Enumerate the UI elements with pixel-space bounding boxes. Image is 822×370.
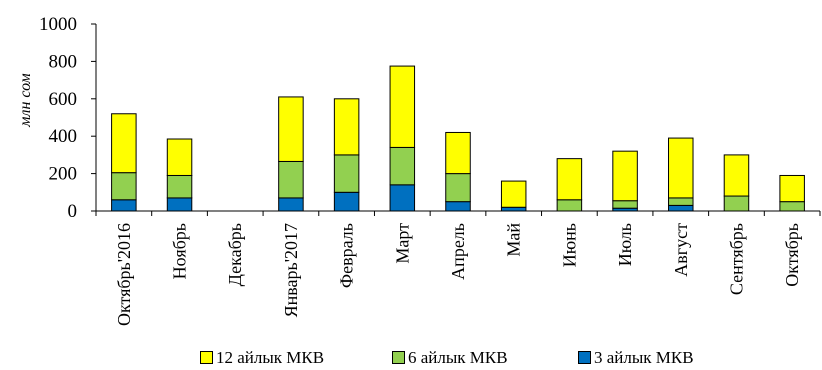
bar-3-month-7: [500, 206, 527, 212]
x-tick-label-11: Сентябрь: [726, 223, 746, 295]
bar-12-month-8: [556, 158, 583, 201]
y-tick-label-4: 800: [49, 51, 78, 72]
bar-3-month-5: [389, 184, 416, 212]
x-axis-tick-labels: Октябрь'2016 Ноябрь Декабрь Январь'2017 Февр…: [114, 223, 802, 326]
bar-12-month-12: [779, 174, 805, 203]
x-tick-label-6: Апрель: [448, 223, 468, 280]
bar-3-month-6: [445, 201, 471, 212]
legend-label-6-month: 6 айлык МКВ: [408, 348, 508, 367]
bar-12-month-9: [612, 150, 638, 202]
y-axis-ticks: [91, 23, 821, 216]
legend-label-3-month: 3 айлык МКВ: [594, 348, 694, 367]
legend-swatch-6-month: [392, 351, 405, 364]
legend: 12 айлык МКВ 6 айлык МКВ 3 айлык МКВ: [200, 348, 760, 368]
bar-3-month-10: [668, 204, 694, 212]
bar-6-month-1: [166, 174, 193, 199]
bar-6-month-5: [389, 146, 416, 186]
legend-swatch-12-month: [200, 351, 213, 364]
bar-12-month-3: [278, 96, 304, 162]
legend-item-6-month: 6 айлык МКВ: [392, 348, 508, 368]
x-tick-label-9: Июль: [615, 223, 635, 266]
y-tick-label-5: 1000: [39, 14, 77, 35]
legend-item-12-month: 12 айлык МКВ: [200, 348, 324, 368]
bars: [111, 65, 805, 212]
bar-12-month-7: [500, 180, 527, 208]
x-tick-label-0: Октябрь'2016: [114, 223, 134, 326]
bar-6-month-8: [556, 199, 583, 212]
bar-3-month-3: [278, 197, 304, 212]
x-tick-label-4: Февраль: [337, 223, 357, 288]
y-axis-tick-labels: 0 200 400 600 800 1000: [39, 14, 77, 222]
x-tick-label-3: Январь'2017: [281, 223, 301, 317]
x-tick-label-1: Ноябрь: [170, 223, 190, 279]
bar-12-month-5: [389, 65, 416, 148]
bar-3-month-1: [166, 197, 193, 212]
x-tick-label-12: Октябрь: [782, 223, 802, 287]
bar-6-month-4: [333, 154, 360, 193]
legend-label-12-month: 12 айлык МКВ: [216, 348, 325, 367]
bar-6-month-11: [723, 195, 750, 212]
x-tick-label-5: Март: [392, 223, 412, 264]
bar-6-month-9: [612, 200, 638, 209]
legend-swatch-3-month: [578, 351, 591, 364]
y-tick-label-2: 400: [49, 126, 78, 147]
x-tick-label-2: Декабрь: [225, 223, 245, 286]
bar-12-month-4: [333, 98, 360, 156]
bar-6-month-10: [668, 197, 694, 206]
bar-12-month-10: [668, 137, 694, 199]
x-tick-label-10: Август: [671, 223, 691, 277]
bar-6-month-3: [278, 160, 304, 199]
bar-6-month-0: [111, 172, 137, 201]
x-tick-label-7: Май: [504, 223, 524, 257]
bar-12-month-0: [111, 113, 137, 174]
bar-3-month-0: [111, 199, 137, 212]
bar-3-month-4: [333, 191, 360, 212]
bar-12-month-11: [723, 154, 750, 197]
x-tick-label-8: Июнь: [559, 223, 579, 267]
bar-12-month-1: [166, 138, 193, 176]
y-tick-label-3: 600: [49, 89, 78, 110]
bar-6-month-12: [779, 201, 805, 212]
y-tick-label-1: 200: [49, 164, 78, 185]
y-tick-label-0: 0: [68, 201, 78, 222]
bar-12-month-6: [445, 131, 471, 175]
legend-item-3-month: 3 айлык МКВ: [578, 348, 694, 368]
bar-6-month-6: [445, 173, 471, 203]
y-axis-label: млн сом: [17, 73, 34, 127]
